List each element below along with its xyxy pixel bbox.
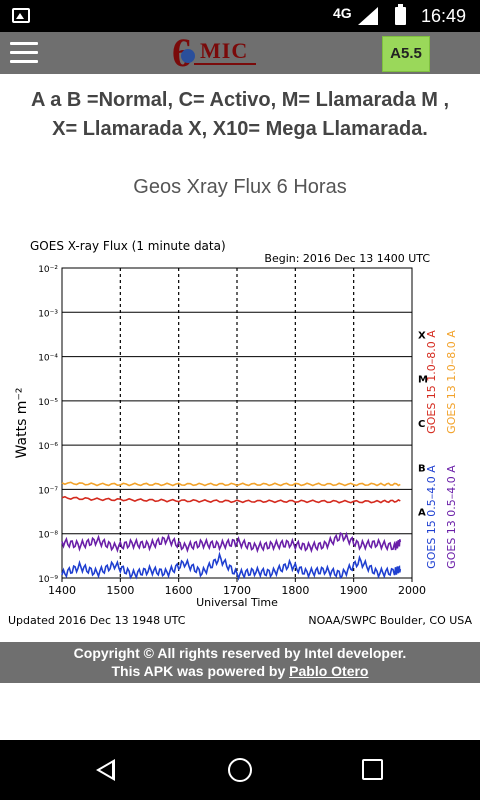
x-tick-label: 1700 <box>223 584 251 597</box>
y-tick-label: 10⁻² <box>38 265 58 275</box>
x-tick-label: 1400 <box>48 584 76 597</box>
x-axis-label: Universal Time <box>196 596 278 609</box>
legend-entry: GOES 13 1.0–8.0 A <box>445 330 458 434</box>
flare-class-label: B <box>418 463 426 474</box>
x-tick-label: 1900 <box>340 584 368 597</box>
app-bar: 6 MIC A5.5 <box>0 30 480 75</box>
class-legend-text: A a B =Normal, C= Activo, M= Llamarada M… <box>30 89 450 140</box>
x-tick-label: 2000 <box>398 584 426 597</box>
legend-entry: GOES 15 0.5–4.0 A <box>425 465 438 569</box>
legend-entry: GOES 15 1.0–8.0 A <box>425 330 438 434</box>
author-link[interactable]: Pablo Otero <box>289 663 369 679</box>
menu-icon[interactable] <box>10 42 38 64</box>
flare-class-label: C <box>418 419 425 430</box>
copyright-text: Copyright © All rights reserved by Intel… <box>73 645 407 661</box>
legend-entry: GOES 13 0.5–4.0 A <box>445 465 458 569</box>
series-line <box>61 551 402 581</box>
powered-by-text: This APK was powered by Pablo Otero <box>111 663 369 679</box>
image-notification-icon <box>12 8 30 23</box>
navigation-bar <box>0 740 480 800</box>
y-tick-label: 10⁻⁷ <box>38 486 58 496</box>
source-label: NOAA/SWPC Boulder, CO USA <box>308 614 472 627</box>
flare-class-label: A <box>418 508 426 519</box>
x-tick-label: 1600 <box>165 584 193 597</box>
plot-frame <box>61 267 413 579</box>
globe-icon <box>181 49 195 63</box>
series-line <box>61 531 402 554</box>
network-type: 4G <box>333 5 352 21</box>
y-tick-label: 10⁻⁸ <box>38 531 58 541</box>
app-logo: 6 MIC <box>172 30 262 75</box>
section-title: Geos Xray Flux 6 Horas <box>133 176 347 198</box>
flare-class-label: M <box>418 375 428 386</box>
xray-flux-chart: 10⁻² 10⁻³ 10⁻⁴ 10⁻⁵ 10⁻⁶ 10⁻⁷ 10⁻⁸ 10⁻⁹ 1400 1500… <box>0 232 480 632</box>
series-line <box>61 481 401 487</box>
chart-title: GOES X-ray Flux (1 minute data) <box>30 239 226 253</box>
back-icon[interactable] <box>96 759 115 781</box>
begin-label: Begin: 2016 Dec 13 1400 UTC <box>264 252 430 265</box>
flare-class-label: X <box>418 330 426 341</box>
home-icon[interactable] <box>228 758 252 782</box>
x-tick-label: 1800 <box>281 584 309 597</box>
status-bar: 4G 16:49 <box>0 0 480 32</box>
battery-icon <box>395 4 406 25</box>
x-tick-label: 1500 <box>106 584 134 597</box>
recent-apps-icon[interactable] <box>362 759 383 780</box>
footer: Copyright © All rights reserved by Intel… <box>0 642 480 683</box>
y-tick-label: 10⁻⁶ <box>38 442 58 452</box>
y-tick-label: 10⁻⁵ <box>38 398 58 408</box>
y-axis-label: Watts m⁻² <box>14 388 30 459</box>
y-tick-label: 10⁻⁴ <box>38 354 58 364</box>
signal-icon <box>358 7 378 25</box>
y-tick-label: 10⁻³ <box>38 309 58 319</box>
updated-label: Updated 2016 Dec 13 1948 UTC <box>8 614 186 627</box>
y-tick-label: 10⁻⁹ <box>38 575 58 585</box>
clock: 16:49 <box>421 6 467 26</box>
series-line <box>61 495 401 504</box>
flux-level-badge[interactable]: A5.5 <box>382 36 430 72</box>
